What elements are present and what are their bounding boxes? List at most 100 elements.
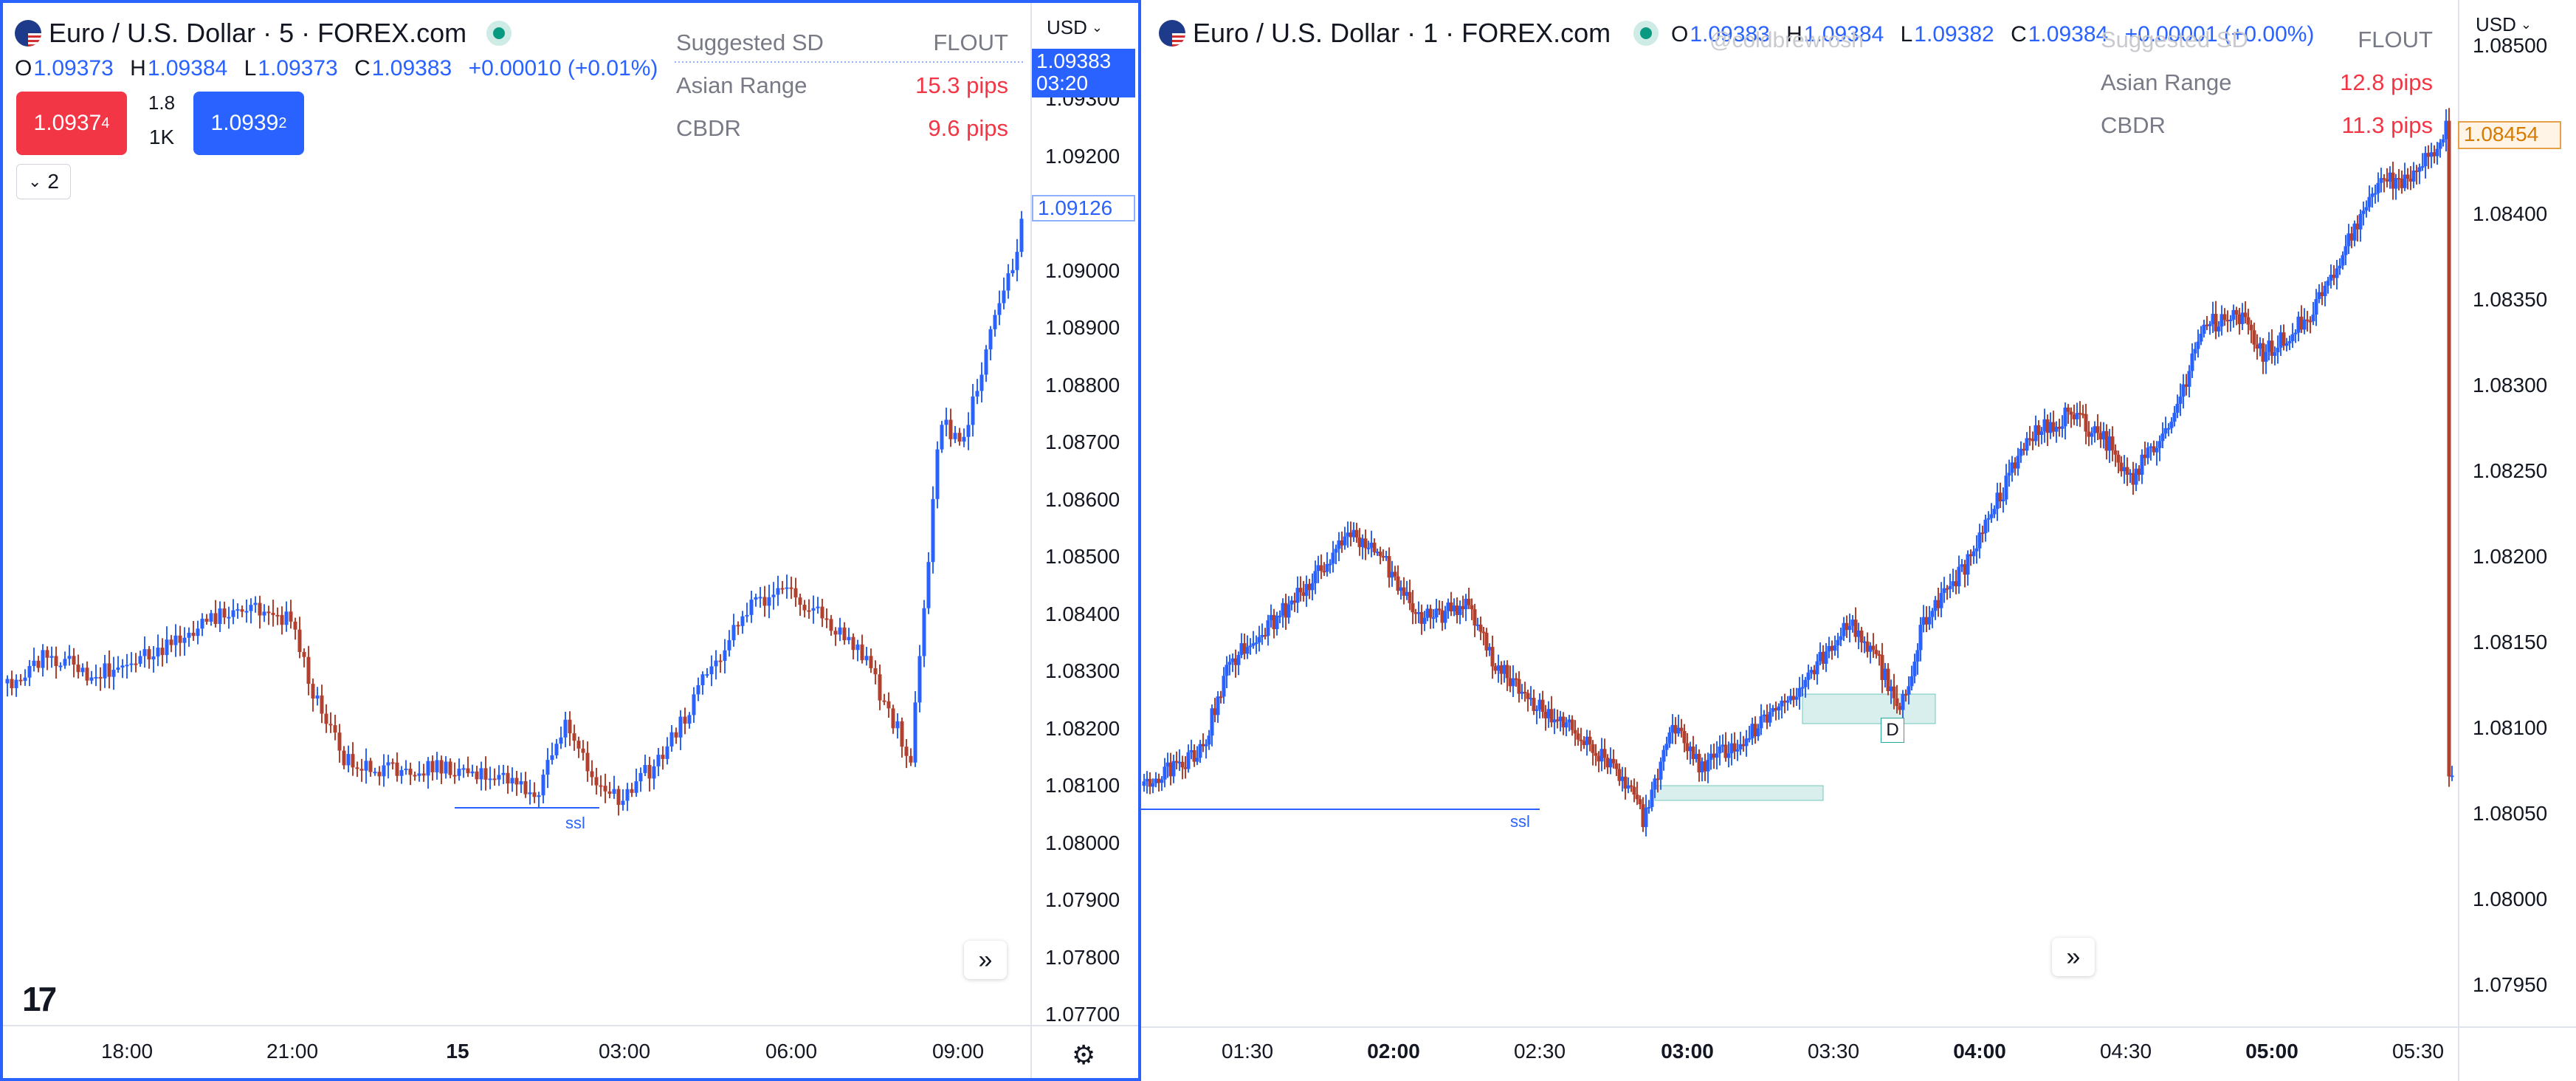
- candle-body: [1278, 615, 1282, 617]
- candle-body: [1295, 588, 1300, 603]
- candle-body: [1322, 571, 1326, 573]
- time-tick-label: 03:00: [598, 1040, 651, 1063]
- sell-button[interactable]: 1.0937 4: [16, 92, 127, 155]
- candle-body: [1165, 762, 1170, 767]
- candle-body: [249, 605, 253, 611]
- candle-body: [1163, 766, 1167, 780]
- candle-body: [2072, 414, 2076, 419]
- candle-body: [740, 616, 745, 626]
- candle-body: [630, 789, 634, 793]
- candle-body: [2346, 233, 2351, 247]
- candle-body: [1647, 806, 1651, 809]
- symbol-header[interactable]: Euro / U.S. Dollar · 1 · FOREX.com: [1159, 18, 1653, 49]
- candle-body: [1186, 752, 1191, 769]
- candle-body: [2302, 319, 2307, 330]
- candle-body: [718, 660, 723, 662]
- candle-body: [2057, 427, 2062, 429]
- row-label: CBDR: [2101, 112, 2166, 138]
- candle-body: [244, 611, 249, 613]
- scroll-to-realtime-button[interactable]: »: [2052, 938, 2095, 976]
- candle-body: [2107, 436, 2112, 451]
- candlestick-chart-left[interactable]: [3, 3, 1138, 1078]
- candle-body: [1319, 565, 1323, 572]
- candle-body: [2287, 341, 2292, 343]
- candle-body: [2193, 349, 2197, 354]
- candle-body: [1529, 698, 1533, 700]
- candle-body: [824, 618, 829, 620]
- tradingview-logo[interactable]: 17: [22, 980, 57, 1018]
- candle-body: [1847, 625, 1852, 631]
- candle-body: [785, 587, 789, 589]
- table-header-left: Suggested SD: [676, 30, 824, 55]
- candle-body: [2045, 419, 2050, 433]
- candle-body: [603, 786, 607, 792]
- candle-body: [1213, 708, 1217, 715]
- candlestick-chart-right[interactable]: [1141, 0, 2576, 1081]
- candle-body: [2110, 436, 2115, 450]
- chart-pane-right[interactable]: Euro / U.S. Dollar · 1 · FOREX.com O1.09…: [1141, 0, 2576, 1081]
- candle-body: [851, 636, 855, 651]
- currency-selector[interactable]: USD ⌄: [2476, 13, 2532, 36]
- candle-body: [1709, 753, 1713, 760]
- candle-body: [1266, 620, 1270, 636]
- candle-body: [2116, 454, 2121, 463]
- candle-body: [581, 748, 585, 753]
- candle-body: [802, 605, 807, 611]
- candle-body: [1171, 761, 1176, 777]
- candle-body: [116, 668, 120, 670]
- candle-body: [1145, 778, 1149, 782]
- candle-body: [2228, 319, 2233, 321]
- symbol-header[interactable]: Euro / U.S. Dollar · 5 · FOREX.com: [15, 18, 506, 49]
- candle-body: [1706, 759, 1710, 772]
- candle-body: [125, 665, 129, 667]
- candle-body: [1151, 783, 1155, 787]
- close-key: C: [2011, 22, 2027, 47]
- candle-body: [621, 800, 625, 806]
- candle-body: [1219, 696, 1223, 699]
- demand-zone: [1654, 785, 1824, 801]
- candle-body: [1948, 586, 1952, 589]
- currency-selector[interactable]: USD ⌄: [1047, 16, 1103, 39]
- settings-gear-icon[interactable]: ⚙: [1072, 1040, 1096, 1070]
- candle-body: [2028, 438, 2032, 440]
- candle-body: [2408, 178, 2413, 182]
- candle-body: [1570, 719, 1574, 730]
- time-axis-divider: [3, 1025, 1138, 1026]
- candle-body: [1334, 549, 1338, 553]
- symbol-title: Euro / U.S. Dollar · 5 · FOREX.com: [49, 18, 467, 48]
- buy-button[interactable]: 1.0939 2: [193, 92, 304, 155]
- candle-body: [1732, 743, 1737, 752]
- candle-body: [2438, 143, 2442, 149]
- candle-body: [2031, 439, 2035, 442]
- candle-body: [838, 627, 842, 635]
- candle-body: [971, 396, 975, 425]
- indicators-collapse-button[interactable]: ⌄ 2: [16, 164, 71, 199]
- buy-price-pip: 2: [278, 114, 287, 131]
- price-tick-label: 1.08250: [2473, 459, 2548, 482]
- watermark-text: @coldbrewrosh: [1709, 28, 1864, 52]
- candle-body: [58, 665, 63, 668]
- candle-body: [1475, 624, 1480, 626]
- candle-body: [599, 785, 603, 787]
- candle-body: [940, 425, 944, 450]
- quantity-value[interactable]: 1K: [148, 126, 175, 148]
- candle-body: [714, 660, 718, 667]
- d-marker[interactable]: D: [1881, 718, 1904, 743]
- candle-body: [585, 752, 590, 772]
- chevron-down-icon: ⌄: [27, 172, 42, 191]
- candle-body: [1357, 537, 1362, 547]
- candle-body: [1425, 608, 1430, 618]
- candle-body: [2084, 413, 2088, 432]
- candle-body: [2441, 139, 2445, 143]
- candle-body: [98, 676, 103, 679]
- candle-body: [1015, 252, 1019, 270]
- scroll-to-realtime-button[interactable]: »: [964, 941, 1007, 979]
- candle-body: [2450, 775, 2454, 778]
- candle-body: [1750, 724, 1754, 738]
- price-tick-label: 1.08000: [2473, 888, 2548, 910]
- candle-body: [922, 608, 926, 656]
- candle-body: [1546, 709, 1551, 718]
- chart-pane-left[interactable]: Euro / U.S. Dollar · 5 · FOREX.com O1.09…: [0, 0, 1141, 1081]
- candle-body: [466, 768, 470, 774]
- candle-body: [1461, 605, 1465, 610]
